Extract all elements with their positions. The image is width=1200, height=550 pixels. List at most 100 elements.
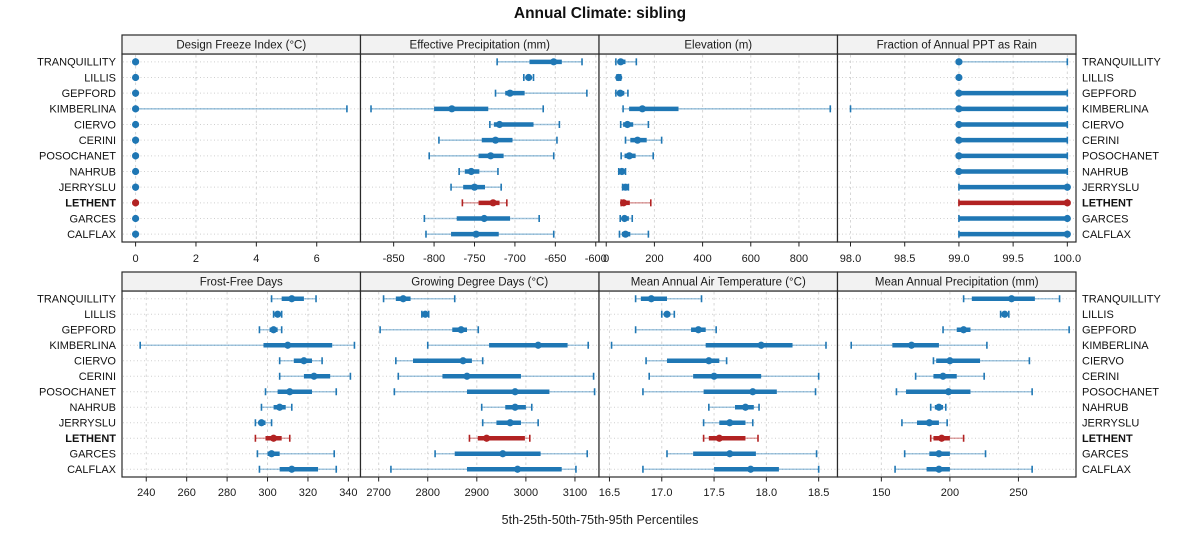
median-dot xyxy=(621,183,630,191)
series-calflax xyxy=(642,465,820,473)
median-dot xyxy=(1063,183,1071,191)
median-dot xyxy=(1063,230,1071,238)
site-label-right-tranquillity: TRANQUILLITY xyxy=(1082,57,1162,69)
axis-tick-label: 17.5 xyxy=(703,487,724,499)
panel-elevation-m: Elevation (m) 0 200 400 600 800 xyxy=(598,34,839,265)
median-dot xyxy=(1001,310,1009,318)
series-ciervo xyxy=(932,357,1031,365)
median-dot xyxy=(617,58,625,66)
site-label-left-jerryslu: JERRYSLU xyxy=(59,182,116,194)
panel-series xyxy=(139,295,356,473)
median-dot xyxy=(511,388,519,396)
median-dot xyxy=(513,465,522,473)
series-calflax xyxy=(390,465,577,473)
axis-tick-label: 400 xyxy=(693,253,711,265)
series-calflax xyxy=(131,230,140,238)
panel-header-label: Mean Annual Precipitation (mm) xyxy=(875,277,1039,289)
site-label-left-ciervo: CIERVO xyxy=(74,119,116,131)
axis-tick-label: 320 xyxy=(299,487,317,499)
axis-tick-label: 280 xyxy=(218,487,236,499)
site-label-right-kimberlina: KIMBERLINA xyxy=(1082,104,1149,116)
median-dot xyxy=(472,230,480,238)
site-label-right-jerryslu: JERRYSLU xyxy=(1082,418,1139,430)
site-label-left-kimberlina: KIMBERLINA xyxy=(49,340,116,352)
panel-header xyxy=(836,34,1077,55)
site-label-right-gepford: GEPFORD xyxy=(1082,88,1136,100)
site-label-left-lethent: LETHENT xyxy=(65,433,116,445)
panel-mean-annual-air-temperature-c: Mean Annual Air Temperature (°C) 16.5 17.0… xyxy=(598,271,839,499)
median-dot xyxy=(480,214,488,223)
plot-area xyxy=(360,291,599,477)
median-dot xyxy=(955,167,963,176)
site-label-right-lethent: LETHENT xyxy=(1082,433,1133,445)
median-dot xyxy=(907,341,916,349)
series-jerryslu xyxy=(254,419,273,427)
median-dot xyxy=(638,105,646,113)
axis-tick-label: 600 xyxy=(742,253,760,265)
median-dot xyxy=(269,326,278,334)
axis-tick-label: 2900 xyxy=(465,487,489,499)
median-dot xyxy=(625,152,633,160)
series-kimberlina xyxy=(370,105,545,113)
series-gepford xyxy=(942,326,1070,334)
median-dot xyxy=(491,136,500,144)
panel-series xyxy=(610,295,827,473)
site-label-right-kimberlina: KIMBERLINA xyxy=(1082,340,1149,352)
median-dot xyxy=(131,120,140,129)
series-lethent xyxy=(958,199,1071,207)
median-dot xyxy=(131,73,140,82)
series-lillis xyxy=(660,310,676,318)
series-garces xyxy=(666,450,818,458)
site-label-right-nahrub: NAHRUB xyxy=(1082,402,1128,414)
series-posochanet xyxy=(642,388,817,396)
median-dot xyxy=(615,73,623,82)
panel-header-label: Fraction of Annual PPT as Rain xyxy=(877,40,1037,52)
panel-mean-annual-precipitation-mm: Mean Annual Precipitation (mm) 150 200 250 xyxy=(836,271,1077,499)
axis-tick-label: 16.5 xyxy=(599,487,620,499)
plot-area xyxy=(360,54,599,242)
median-dot xyxy=(1063,199,1071,207)
axis-tick-label: 4 xyxy=(253,253,259,265)
median-dot xyxy=(284,341,292,349)
median-dot xyxy=(620,214,629,223)
median-dot xyxy=(955,89,963,97)
panel-series xyxy=(131,58,348,238)
median-dot xyxy=(300,357,308,365)
series-cerini xyxy=(131,136,140,144)
median-dot xyxy=(274,310,282,318)
axis-tick-label: 3000 xyxy=(514,487,538,499)
series-lillis xyxy=(523,73,535,82)
median-dot xyxy=(131,214,140,223)
series-jerryslu xyxy=(481,419,539,427)
site-label-right-tranquillity: TRANQUILLITY xyxy=(1082,294,1162,306)
series-tranquillity xyxy=(634,295,703,303)
site-label-right-ciervo: CIERVO xyxy=(1082,356,1124,368)
axis-tick-label: 0 xyxy=(603,253,609,265)
series-lethent xyxy=(254,434,291,442)
series-calflax xyxy=(894,465,1033,473)
series-lillis xyxy=(955,73,963,82)
median-dot xyxy=(710,372,718,380)
median-dot xyxy=(487,152,495,160)
series-nahrub xyxy=(260,403,293,411)
axis-tick-label: 99.0 xyxy=(948,253,969,265)
axis-tick-label: -650 xyxy=(544,253,566,265)
series-tranquillity xyxy=(615,58,638,66)
median-dot xyxy=(506,89,514,97)
panel-header-label: Design Freeze Index (°C) xyxy=(176,40,306,52)
site-label-left-lillis: LILLIS xyxy=(84,72,116,84)
series-lillis xyxy=(999,310,1010,318)
plot-area xyxy=(122,54,361,242)
chart-caption: 5th-25th-50th-75th-95th Percentiles xyxy=(501,513,699,527)
series-garces xyxy=(423,214,540,223)
series-posochanet xyxy=(620,152,655,160)
series-tranquillity xyxy=(962,295,1061,303)
median-dot xyxy=(267,450,276,458)
series-tranquillity xyxy=(270,295,317,303)
series-cerini xyxy=(438,136,558,144)
panel-header-label: Mean Annual Air Temperature (°C) xyxy=(631,277,806,289)
median-dot xyxy=(511,403,519,411)
site-label-right-posochanet: POSOCHANET xyxy=(1082,387,1159,399)
median-dot xyxy=(616,89,624,97)
